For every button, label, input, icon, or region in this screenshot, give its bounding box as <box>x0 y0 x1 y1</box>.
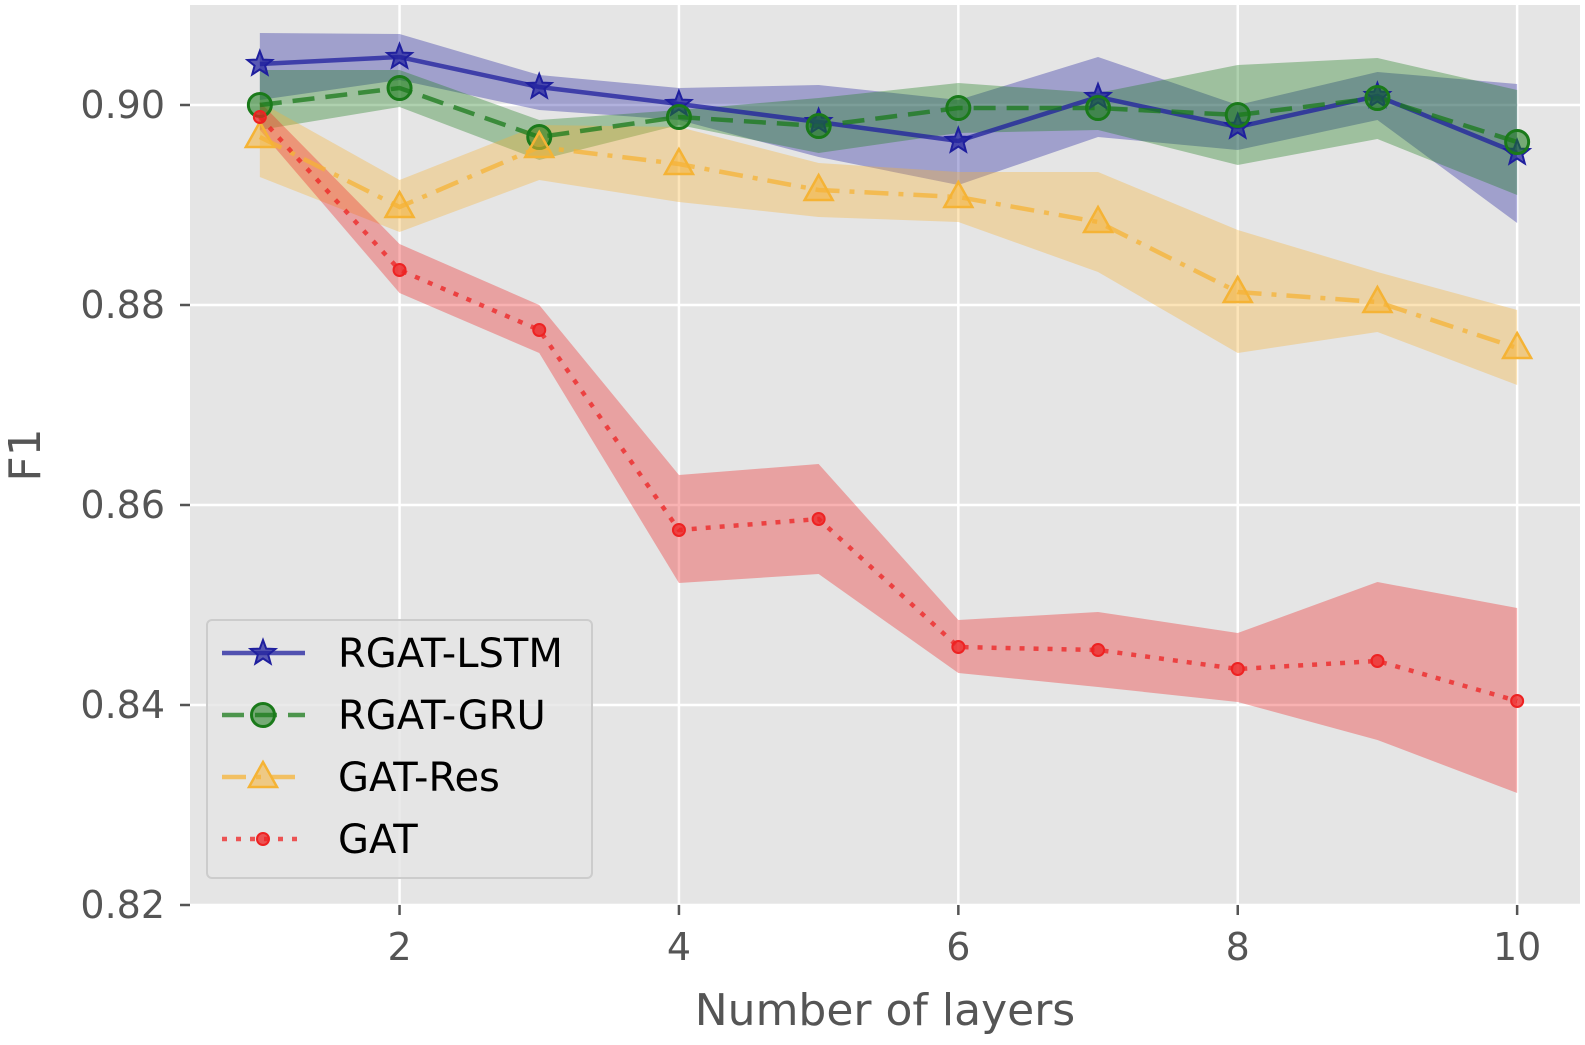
band-rgat-lstm <box>259 33 1518 223</box>
point-gat-res <box>523 129 556 159</box>
point-rgat-gru <box>1085 95 1112 121</box>
point-gat-res <box>942 179 975 209</box>
point-gat-res <box>1081 204 1115 234</box>
line-gat <box>258 115 1518 704</box>
x-tick-label: 6 <box>946 925 970 969</box>
point-rgat-gru <box>805 113 832 139</box>
axis-ticks: 2 4 6 8 10 0.82 0.84 0.86 0.88 0.90 <box>80 83 1541 969</box>
line-rgat-lstm <box>259 54 1518 156</box>
legend-box <box>206 619 593 879</box>
series-lines <box>258 54 1518 704</box>
band-gat <box>259 102 1518 793</box>
line-rgat-gru <box>259 85 1518 145</box>
legend-marker-gat <box>256 832 270 846</box>
point-gat <box>811 512 826 526</box>
point-gat <box>1510 694 1525 708</box>
point-gat <box>532 323 547 337</box>
point-rgat-lstm <box>244 48 275 77</box>
band-rgat-gru <box>259 58 1518 195</box>
point-rgat-gru <box>1504 129 1531 155</box>
point-gat <box>392 263 407 277</box>
point-gat-res <box>1221 274 1254 304</box>
legend: RGAT-LSTM RGAT-GRU GAT-Res GAT <box>206 619 593 879</box>
grid <box>190 5 1580 907</box>
x-tick-label: 4 <box>667 925 691 969</box>
line-gat-res <box>258 134 1518 351</box>
point-gat <box>1370 654 1385 668</box>
point-gat-res <box>383 189 416 219</box>
legend-marker-rgat-lstm <box>247 637 279 666</box>
point-rgat-gru <box>1364 85 1391 111</box>
legend-marker-rgat-gru <box>250 702 276 728</box>
point-rgat-gru <box>386 75 413 101</box>
y-tick-label: 0.90 <box>80 83 165 127</box>
point-rgat-gru <box>945 95 972 121</box>
point-gat-res <box>1361 284 1394 314</box>
point-rgat-gru <box>665 104 692 130</box>
y-axis-label: F1 <box>0 428 51 481</box>
legend-marker-gat-res <box>246 759 280 789</box>
point-gat <box>951 640 966 654</box>
legend-label-gat: GAT <box>338 817 418 863</box>
point-rgat-lstm <box>524 71 555 100</box>
y-tick-label: 0.84 <box>80 683 165 727</box>
y-tick-label: 0.86 <box>80 483 165 527</box>
x-axis-label: Number of layers <box>695 985 1075 1036</box>
point-gat-res <box>243 119 276 149</box>
point-gat <box>252 110 267 124</box>
point-gat <box>1230 662 1245 676</box>
legend-label-rgat-lstm: RGAT-LSTM <box>338 631 563 677</box>
point-gat-res <box>1501 330 1534 360</box>
legend-label-gat-res: GAT-Res <box>338 755 500 801</box>
y-tick-label: 0.82 <box>80 883 165 927</box>
confidence-bands <box>259 33 1518 793</box>
x-tick-label: 10 <box>1493 925 1541 969</box>
point-gat <box>671 523 686 537</box>
point-gat <box>1091 643 1106 657</box>
band-gat-res <box>259 102 1518 385</box>
y-tick-label: 0.88 <box>80 283 165 327</box>
x-tick-label: 8 <box>1226 925 1250 969</box>
point-rgat-gru <box>1224 102 1251 128</box>
point-gat-res <box>662 146 696 176</box>
point-gat-res <box>802 172 835 202</box>
legend-label-rgat-gru: RGAT-GRU <box>338 693 546 739</box>
point-rgat-lstm <box>384 41 415 70</box>
point-rgat-lstm <box>943 125 974 154</box>
x-tick-label: 2 <box>387 925 411 969</box>
series-markers <box>243 41 1534 708</box>
